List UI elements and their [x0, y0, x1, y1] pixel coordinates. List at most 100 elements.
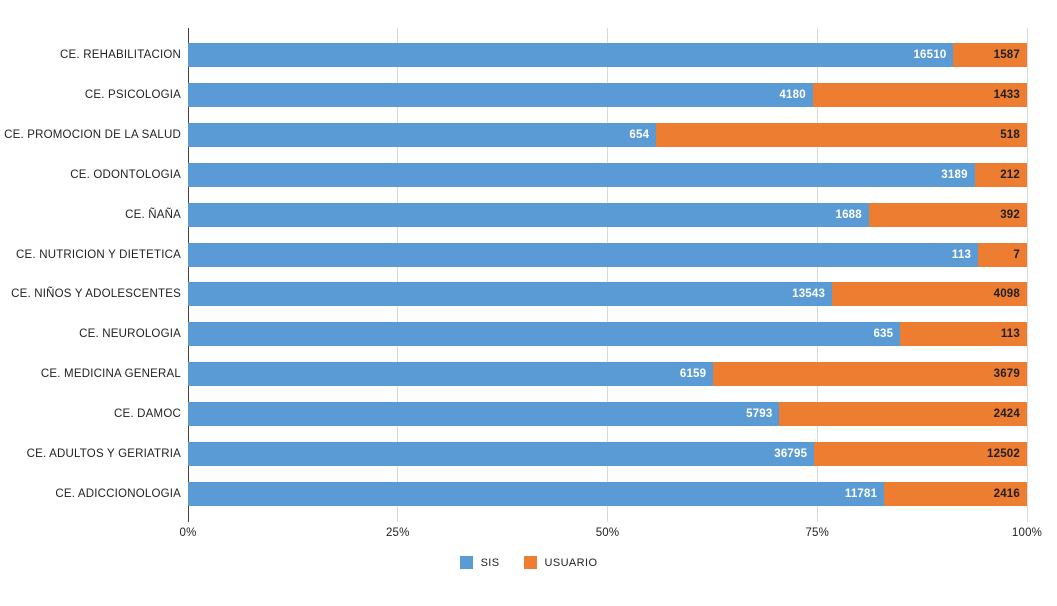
data-label-usuario: 2424 [993, 408, 1020, 421]
data-label-sis: 6159 [679, 368, 707, 381]
category-label: CE. ÑAÑA [125, 208, 181, 221]
x-axis-tick-label: 0% [179, 527, 197, 539]
stacked-bar: 5793 2424 [188, 402, 1027, 427]
category-label: CE. ODONTOLOGIA [70, 168, 181, 181]
data-label-sis: 1688 [835, 208, 862, 221]
plot-area: 16510 1587 4180 1433 654 518 3189 212 1688 392 113… [187, 28, 1028, 522]
bar-segment-usuario: 392 [868, 202, 1027, 227]
bar-segment-usuario: 113 [900, 322, 1027, 347]
bar-row: 3189 212 [188, 155, 1027, 195]
category-label: CE. PSICOLOGIA [84, 88, 181, 101]
x-axis-tick-label: 50% [595, 527, 620, 539]
bar-row: 113 7 [188, 235, 1027, 275]
data-label-usuario: 1587 [993, 48, 1020, 61]
stacked-bar: 11781 2416 [188, 482, 1027, 507]
data-label-usuario: 518 [1000, 128, 1020, 141]
bar-segment-sis: 3189 [188, 162, 975, 187]
data-label-usuario: 4098 [993, 288, 1020, 301]
bar-segment-sis: 654 [188, 122, 657, 147]
x-axis-tick-labels: 0% 25% 50% 75% 100% [0, 527, 1057, 543]
data-label-sis: 654 [629, 128, 650, 141]
bar-segment-sis: 11781 [188, 482, 885, 507]
bar-segment-usuario: 518 [656, 122, 1027, 147]
legend-label: USUARIO [544, 556, 598, 569]
category-label: CE. NUTRICION Y DIETETICA [16, 248, 181, 261]
stacked-bar: 1688 392 [188, 202, 1027, 227]
data-label-usuario: 392 [1000, 208, 1020, 221]
category-label: CE. ADULTOS Y GERIATRIA [26, 448, 181, 461]
bar-row: 5793 2424 [188, 394, 1027, 434]
bar-row: 1688 392 [188, 195, 1027, 235]
bar-segment-usuario: 1587 [953, 42, 1027, 67]
bars-layer: 16510 1587 4180 1433 654 518 3189 212 1688 392 113… [188, 28, 1027, 516]
data-label-sis: 3189 [941, 168, 968, 181]
bar-segment-usuario: 1433 [812, 82, 1027, 107]
data-label-usuario: 7 [1013, 248, 1020, 261]
data-label-sis: 16510 [913, 48, 947, 61]
bar-segment-usuario: 7 [978, 242, 1027, 267]
data-label-usuario: 212 [1000, 168, 1020, 181]
data-label-usuario: 3679 [993, 368, 1020, 381]
bar-segment-usuario: 2424 [779, 402, 1027, 427]
legend-item-usuario: USUARIO [523, 556, 598, 569]
bar-segment-usuario: 212 [974, 162, 1027, 187]
data-label-sis: 635 [873, 328, 894, 341]
category-label: CE. REHABILITACION [60, 48, 181, 61]
bar-segment-sis: 36795 [188, 442, 815, 467]
bar-row: 654 518 [188, 115, 1027, 155]
bar-segment-sis: 6159 [188, 362, 714, 387]
stacked-bar: 3189 212 [188, 162, 1027, 187]
x-axis-tick-label: 25% [385, 527, 410, 539]
bar-row: 6159 3679 [188, 354, 1027, 394]
data-label-usuario: 12502 [987, 448, 1020, 461]
category-label: CE. ADICCIONOLOGIA [55, 488, 181, 501]
data-label-sis: 5793 [746, 408, 773, 421]
gridline [1026, 28, 1028, 522]
legend-swatch-icon [523, 556, 537, 569]
bar-segment-sis: 5793 [188, 402, 780, 427]
bar-segment-sis: 1688 [188, 202, 869, 227]
stacked-bar: 13543 4098 [188, 282, 1027, 307]
gridline [397, 28, 399, 522]
data-label-sis: 113 [951, 248, 972, 261]
category-label: CE. NEUROLOGIA [79, 328, 181, 341]
legend-item-sis: SIS [459, 556, 500, 569]
data-label-sis: 4180 [779, 88, 806, 101]
x-axis-tick-label: 75% [805, 527, 830, 539]
bar-segment-sis: 4180 [188, 82, 813, 107]
gridline [607, 28, 608, 522]
bar-segment-usuario: 2416 [884, 482, 1027, 507]
bar-row: 36795 12502 [188, 434, 1027, 474]
stacked-bar: 635 113 [188, 322, 1027, 347]
stacked-bar: 16510 1587 [188, 42, 1027, 67]
bar-segment-sis: 16510 [188, 42, 954, 67]
data-label-usuario: 2416 [993, 488, 1020, 501]
x-axis-tick-label: 100% [1011, 527, 1043, 539]
bar-row: 635 113 [188, 314, 1027, 354]
stacked-bar: 36795 12502 [188, 442, 1027, 467]
legend-swatch-icon [459, 556, 473, 569]
stacked-bar: 654 518 [188, 122, 1027, 147]
bar-segment-sis: 113 [188, 242, 979, 267]
data-label-sis: 13543 [792, 288, 826, 301]
category-axis-line [187, 28, 189, 522]
gridline [816, 28, 818, 522]
bar-segment-sis: 13543 [188, 282, 833, 307]
bar-row: 11781 2416 [188, 474, 1027, 514]
bar-segment-usuario: 4098 [832, 282, 1027, 307]
data-label-usuario: 1433 [993, 88, 1020, 101]
bar-segment-sis: 635 [188, 322, 901, 347]
category-label: CE. DAMOC [114, 408, 181, 421]
chart-legend: SIS USUARIO [0, 556, 1057, 569]
y-axis-category-labels: CE. REHABILITACION CE. PSICOLOGIA CE. PROM… [0, 28, 181, 516]
category-label: CE. PROMOCION DE LA SALUD [4, 128, 181, 141]
legend-label: SIS [480, 556, 500, 569]
category-label: CE. NIÑOS Y ADOLESCENTES [11, 288, 181, 301]
bar-row: 4180 1433 [188, 75, 1027, 115]
data-label-sis: 11781 [844, 488, 878, 501]
stacked-bar: 6159 3679 [188, 362, 1027, 387]
bar-row: 13543 4098 [188, 275, 1027, 315]
stacked-bar: 4180 1433 [188, 82, 1027, 107]
bar-segment-usuario: 12502 [814, 442, 1027, 467]
